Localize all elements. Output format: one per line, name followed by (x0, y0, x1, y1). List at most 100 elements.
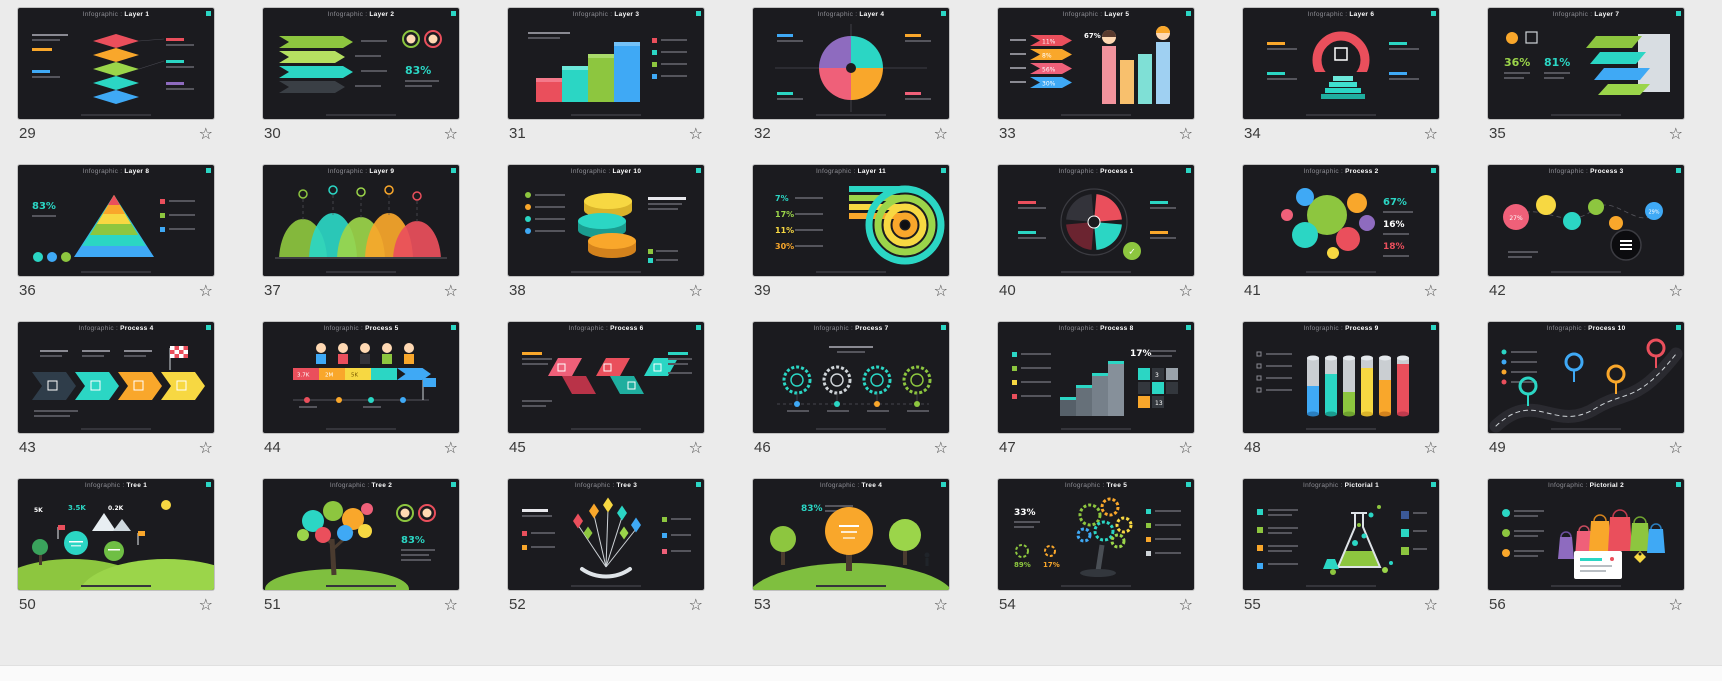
svg-text:7%: 7% (775, 194, 789, 203)
favorite-star-icon[interactable]: ☆ (1668, 280, 1683, 300)
slide-thumbnail[interactable]: Infographic : Pictorial 2 (1488, 479, 1684, 590)
slide-title: Infographic : Process 1 (998, 168, 1194, 175)
slide-title-name: Process 5 (365, 325, 399, 332)
svg-text:17%: 17% (775, 210, 794, 219)
favorite-star-icon[interactable]: ☆ (1423, 280, 1438, 300)
favorite-star-icon[interactable]: ☆ (1423, 437, 1438, 457)
svg-text:17%: 17% (1130, 349, 1152, 359)
slide-caption: 47 ☆ (998, 439, 1194, 456)
slide-thumbnail[interactable]: Infographic : Tree 4 83% (753, 479, 949, 590)
svg-text:27%: 27% (1509, 215, 1523, 222)
slide-thumbnail[interactable]: Infographic : Process 7 (753, 322, 949, 433)
favorite-star-icon[interactable]: ☆ (1668, 123, 1683, 143)
slide-thumbnail[interactable]: Infographic : Layer 4 (753, 8, 949, 119)
svg-text:✓: ✓ (1128, 248, 1136, 258)
slide-thumbnail[interactable]: Infographic : Process 1 ✓ (998, 165, 1194, 276)
slide-caption: 30 ☆ (263, 125, 459, 142)
slide-title: Infographic : Process 5 (263, 325, 459, 332)
slide-number: 39 (754, 282, 771, 299)
favorite-star-icon[interactable]: ☆ (443, 123, 458, 143)
slide-title-name: Process 3 (1590, 168, 1624, 175)
slide-thumbnail[interactable]: Infographic : Layer 2 83% (263, 8, 459, 119)
slide-card: Infographic : Process 9 48 ☆ (1243, 322, 1439, 456)
slide-title-prefix: Infographic : (815, 168, 856, 175)
favorite-star-icon[interactable]: ☆ (1668, 437, 1683, 457)
favorite-star-icon[interactable]: ☆ (688, 437, 703, 457)
favorite-star-icon[interactable]: ☆ (1423, 123, 1438, 143)
favorite-star-icon[interactable]: ☆ (1178, 123, 1193, 143)
slide-thumbnail[interactable]: Infographic : Tree 2 83% (263, 479, 459, 590)
slide-thumbnail[interactable]: Infographic : Process 4 (18, 322, 214, 433)
slide-thumbnail[interactable]: Infographic : Process 6 (508, 322, 704, 433)
slide-artwork (777, 346, 932, 412)
favorite-star-icon[interactable]: ☆ (443, 594, 458, 614)
slide-thumbnail[interactable]: Infographic : Tree 5 33% 89% 17% (998, 479, 1194, 590)
slide-thumbnail[interactable]: Infographic : Pictorial 1 (1243, 479, 1439, 590)
svg-text:83%: 83% (401, 535, 425, 546)
slide-title-prefix: Infographic : (84, 482, 125, 489)
svg-text:3.7K: 3.7K (297, 373, 310, 379)
slide-thumbnail[interactable]: Infographic : Process 8 17% 3 13 (998, 322, 1194, 433)
slide-corner-badge-icon (1676, 168, 1681, 173)
favorite-star-icon[interactable]: ☆ (198, 280, 213, 300)
slide-title-prefix: Infographic : (1058, 168, 1099, 175)
favorite-star-icon[interactable]: ☆ (1178, 280, 1193, 300)
favorite-star-icon[interactable]: ☆ (1668, 594, 1683, 614)
slide-corner-badge-icon (1431, 325, 1436, 330)
favorite-star-icon[interactable]: ☆ (688, 280, 703, 300)
slide-thumbnail[interactable]: Infographic : Layer 9 (263, 165, 459, 276)
slide-thumbnail[interactable]: Infographic : Layer 1 (18, 8, 214, 119)
slide-title-prefix: Infographic : (1303, 168, 1344, 175)
favorite-star-icon[interactable]: ☆ (443, 280, 458, 300)
slide-corner-badge-icon (941, 11, 946, 16)
slide-card: Infographic : Layer 1 29 ☆ (18, 8, 214, 142)
slide-thumbnail[interactable]: Infographic : Layer 8 83% (18, 165, 214, 276)
slide-title: Infographic : Process 8 (998, 325, 1194, 332)
slide-corner-badge-icon (451, 325, 456, 330)
favorite-star-icon[interactable]: ☆ (933, 594, 948, 614)
slide-thumbnail[interactable]: Infographic : Process 5 3.7K 2M 5K (263, 322, 459, 433)
favorite-star-icon[interactable]: ☆ (443, 437, 458, 457)
slide-thumbnail[interactable]: Infographic : Process 10 (1488, 322, 1684, 433)
slide-thumbnail[interactable]: Infographic : Process 9 (1243, 322, 1439, 433)
favorite-star-icon[interactable]: ☆ (933, 280, 948, 300)
slide-thumbnail[interactable]: Infographic : Process 2 67% 16% 18% (1243, 165, 1439, 276)
svg-text:3: 3 (1155, 372, 1159, 379)
slide-thumbnail[interactable]: Infographic : Layer 11 7% 17% 11% 30% (753, 165, 949, 276)
favorite-star-icon[interactable]: ☆ (688, 123, 703, 143)
slide-footer-line (326, 271, 396, 273)
slide-title: Infographic : Tree 1 (18, 482, 214, 489)
slide-artwork: 3.7K 2M 5K (293, 343, 436, 408)
favorite-star-icon[interactable]: ☆ (688, 594, 703, 614)
slide-card: Infographic : Pictorial 1 55 ☆ (1243, 479, 1439, 613)
slide-footer-line (571, 428, 641, 430)
slide-title-name: Layer 3 (614, 11, 640, 18)
slide-thumbnail[interactable]: Infographic : Layer 6 (1243, 8, 1439, 119)
slide-thumbnail[interactable]: Infographic : Layer 3 (508, 8, 704, 119)
slide-title-name: Layer 7 (1594, 11, 1620, 18)
slide-title: Infographic : Layer 5 (998, 11, 1194, 18)
slide-thumbnail[interactable]: Infographic : Layer 7 36% 81% (1488, 8, 1684, 119)
favorite-star-icon[interactable]: ☆ (1423, 594, 1438, 614)
slide-footer-line (81, 114, 151, 116)
favorite-star-icon[interactable]: ☆ (198, 437, 213, 457)
slide-title-name: Layer 8 (124, 168, 150, 175)
slide-thumbnail[interactable]: Infographic : Layer 5 11% 8% 56% 30% 67% (998, 8, 1194, 119)
slide-thumbnail[interactable]: Infographic : Tree 3 (508, 479, 704, 590)
slide-thumbnail[interactable]: Infographic : Process 3 27% 29% (1488, 165, 1684, 276)
slide-thumbnail[interactable]: Infographic : Layer 10 (508, 165, 704, 276)
svg-text:18%: 18% (1383, 242, 1405, 252)
favorite-star-icon[interactable]: ☆ (933, 437, 948, 457)
favorite-star-icon[interactable]: ☆ (933, 123, 948, 143)
slide-title: Infographic : Layer 8 (18, 168, 214, 175)
slide-card: Infographic : Layer 4 32 ☆ (753, 8, 949, 142)
slide-corner-badge-icon (1186, 325, 1191, 330)
slide-number: 43 (19, 439, 36, 456)
favorite-star-icon[interactable]: ☆ (198, 123, 213, 143)
slide-footer-line (1061, 271, 1131, 273)
favorite-star-icon[interactable]: ☆ (1178, 437, 1193, 457)
favorite-star-icon[interactable]: ☆ (1178, 594, 1193, 614)
slide-thumbnail[interactable]: Infographic : Tree 1 5K 3.5K 0.2K (18, 479, 214, 590)
favorite-star-icon[interactable]: ☆ (198, 594, 213, 614)
svg-text:83%: 83% (801, 504, 823, 514)
